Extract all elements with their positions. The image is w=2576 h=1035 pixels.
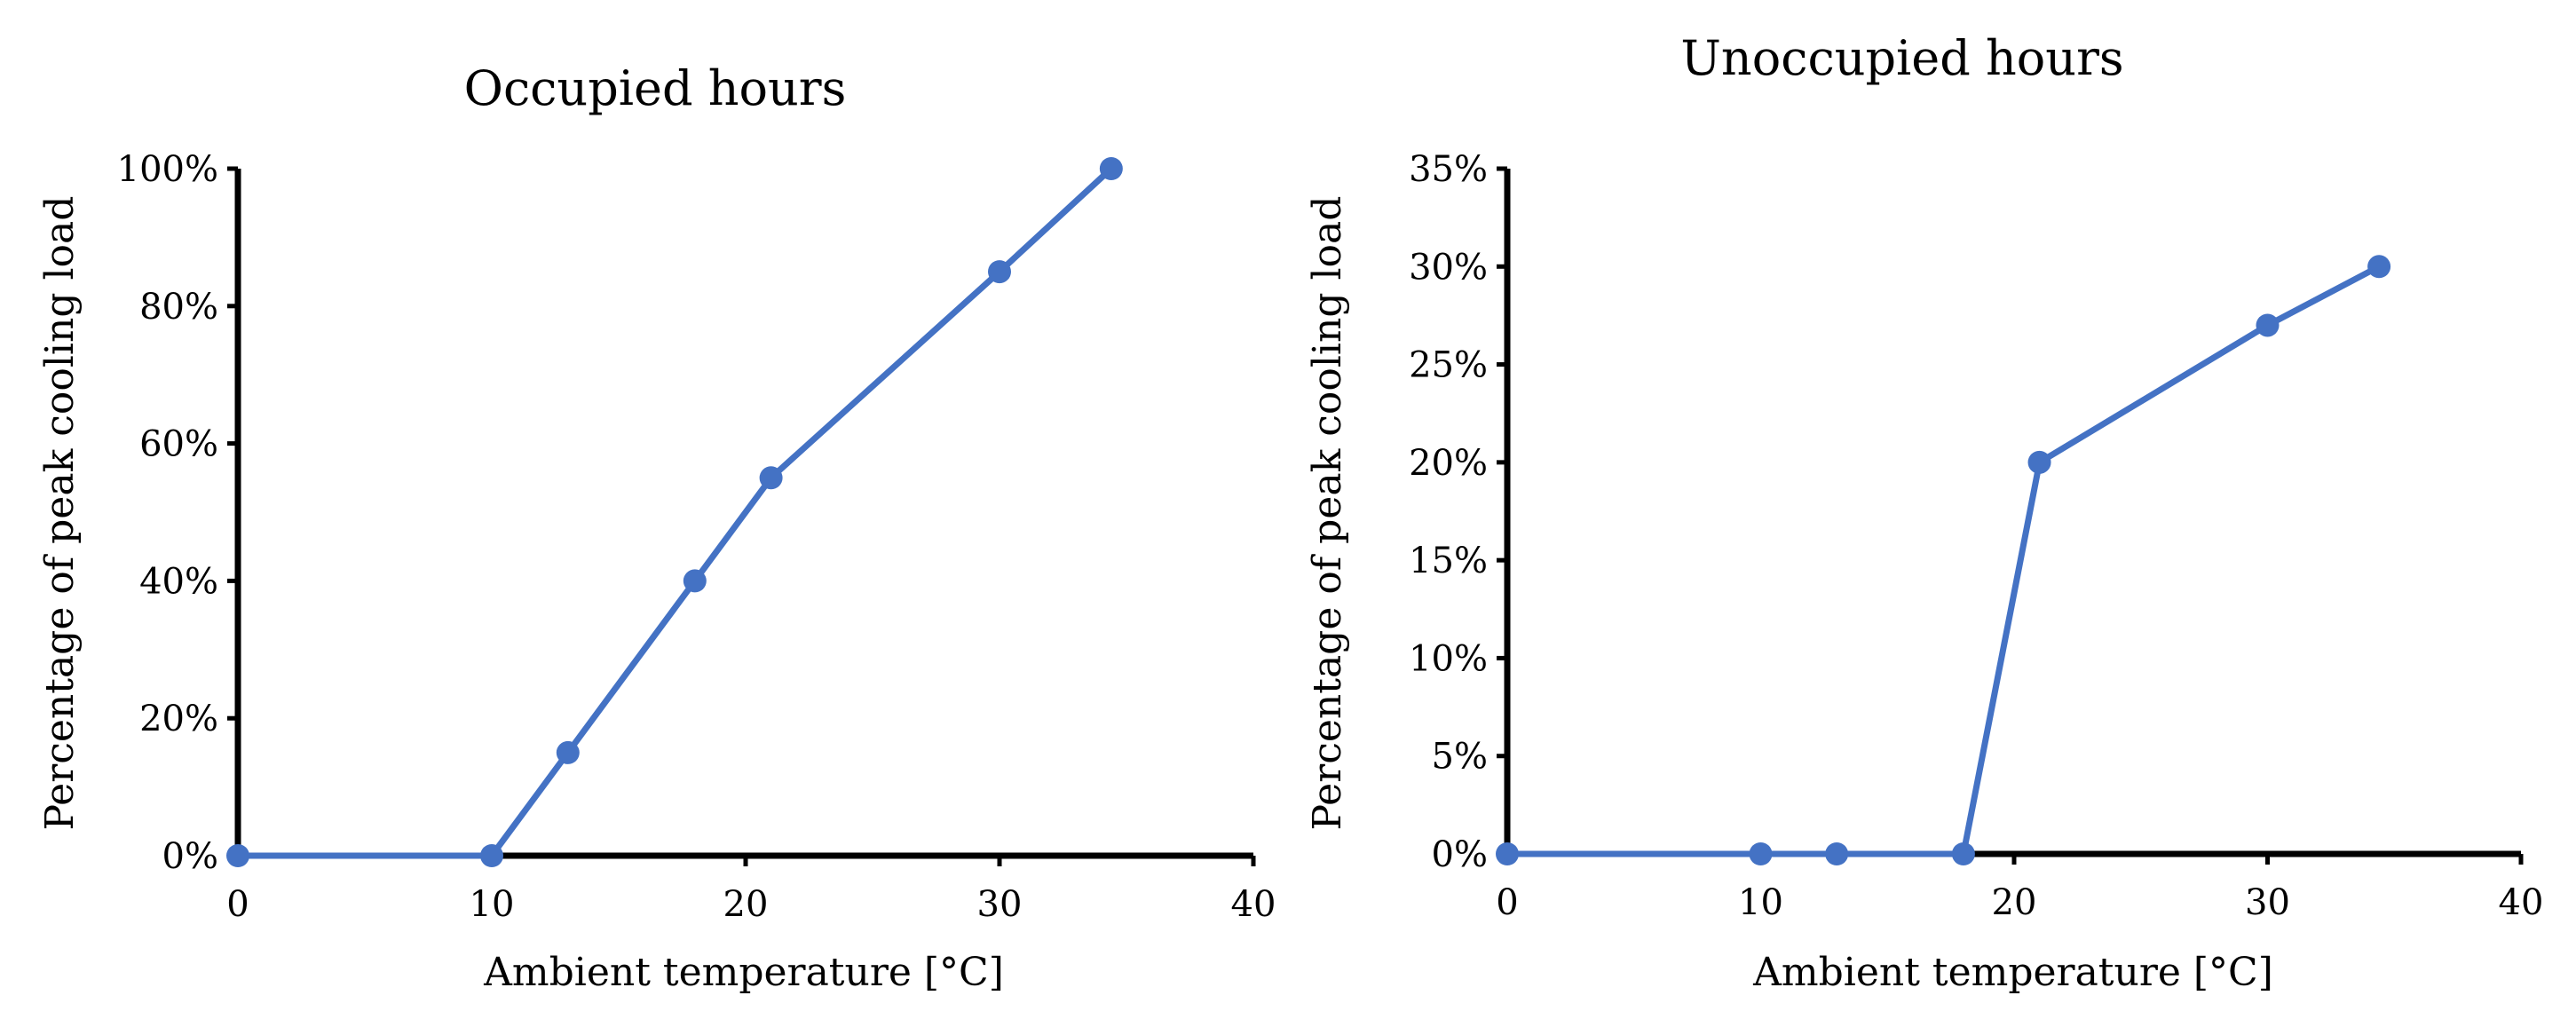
data-point — [683, 569, 707, 593]
data-point — [2027, 450, 2051, 474]
y-tick-label: 15% — [1409, 541, 1488, 581]
y-tick-label: 20% — [139, 699, 218, 739]
data-point — [1951, 842, 1975, 865]
x-tick-label: 10 — [470, 884, 515, 925]
data-point — [1099, 157, 1123, 180]
data-point — [2367, 255, 2391, 279]
data-point — [480, 844, 503, 867]
x-tick-label: 30 — [977, 884, 1023, 925]
y-tick-label: 0% — [162, 836, 218, 877]
data-point — [988, 260, 1011, 284]
y-axis-label: Percentage of peak cooling load — [1305, 196, 1350, 831]
y-tick-label: 35% — [1409, 149, 1488, 190]
x-tick-label: 30 — [2245, 882, 2290, 923]
data-point — [1825, 842, 1849, 865]
data-point — [1496, 842, 1519, 865]
data-point — [1749, 842, 1773, 865]
x-tick-label: 10 — [1738, 882, 1783, 923]
x-tick-label: 20 — [723, 884, 769, 925]
data-point — [2256, 313, 2280, 337]
x-tick-label: 40 — [2499, 882, 2544, 923]
x-tick-label: 40 — [1231, 884, 1276, 925]
y-tick-label: 0% — [1432, 834, 1488, 875]
y-tick-label: 80% — [139, 287, 218, 328]
x-tick-label: 0 — [226, 884, 249, 925]
x-tick-label: 0 — [1496, 882, 1518, 923]
chart-title: Unoccupied hours — [1680, 30, 2123, 86]
y-tick-label: 60% — [139, 424, 218, 465]
y-tick-label: 30% — [1409, 247, 1488, 288]
y-tick-label: 100% — [117, 149, 218, 190]
data-point — [226, 844, 249, 867]
y-tick-label: 40% — [139, 561, 218, 602]
data-point — [556, 740, 580, 764]
y-tick-label: 25% — [1409, 345, 1488, 386]
y-tick-label: 20% — [1409, 443, 1488, 484]
series-marks — [1496, 255, 2391, 865]
x-tick-label: 20 — [1992, 882, 2037, 923]
x-axis-label: Ambient temperature [°C] — [1752, 950, 2273, 995]
chart-occupied-hours: Occupied hours Ambient temperature [°C] … — [37, 60, 1276, 995]
ticks: 0% 5% 10% 15% 20% 25% 30% 35% 0 10 20 30 40 — [1409, 149, 2543, 923]
series-marks — [226, 157, 1123, 867]
chart-title: Occupied hours — [464, 60, 847, 116]
y-tick-label: 5% — [1432, 737, 1488, 778]
x-axis-label: Ambient temperature [°C] — [483, 950, 1004, 995]
chart-unoccupied-hours: Unoccupied hours Ambient temperature [°C… — [1305, 30, 2543, 995]
ticks: 0% 20% 40% 60% 80% 100% 0 10 20 30 40 — [117, 149, 1276, 925]
series-line — [234, 165, 1115, 859]
data-point — [759, 466, 783, 490]
y-tick-label: 10% — [1409, 638, 1488, 679]
y-axis-label: Percentage of peak cooling load — [37, 196, 83, 831]
series-line — [1504, 263, 2382, 857]
